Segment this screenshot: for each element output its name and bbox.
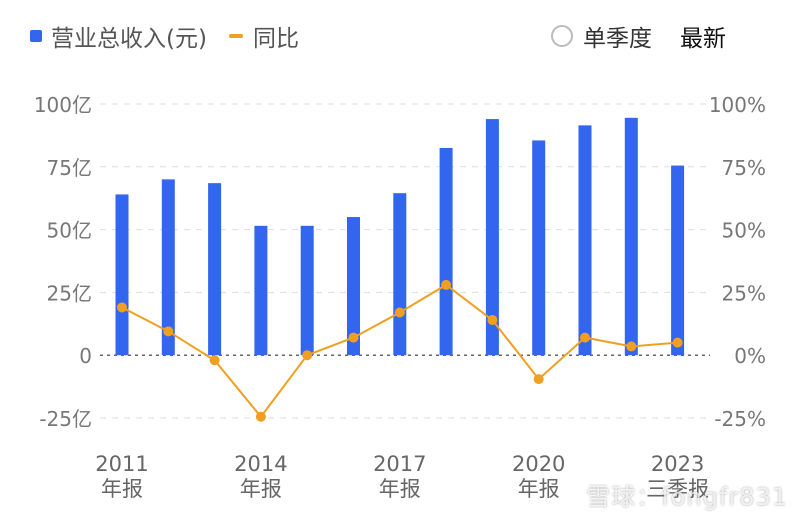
- x-tick-label-year: 2017: [373, 452, 426, 476]
- yoy-point: [626, 341, 637, 352]
- revenue-bar: [254, 225, 268, 356]
- legend-item-revenue[interactable]: 营业总收入(元): [30, 19, 207, 53]
- yoy-point: [255, 411, 266, 422]
- right-axis-tick-label: 25%: [722, 281, 766, 305]
- yoy-point: [580, 332, 590, 343]
- yoy-point: [163, 326, 174, 337]
- revenue-bar: [439, 147, 453, 356]
- revenue-bar: [161, 179, 175, 356]
- x-tick-label-year: 2020: [512, 452, 565, 476]
- revenue-bar: [578, 125, 592, 356]
- yoy-point: [533, 374, 544, 385]
- revenue-bar: [300, 225, 314, 356]
- left-axis-tick-label: 100亿: [34, 93, 92, 117]
- revenue-swatch-icon: [30, 30, 42, 42]
- revenue-bar: [347, 217, 360, 356]
- x-tick-label-period: 年报: [379, 477, 421, 501]
- legend-revenue-label: 营业总收入(元): [51, 26, 207, 52]
- right-axis-tick-label: 0%: [734, 344, 766, 368]
- left-axis-tick-label: 50亿: [47, 219, 92, 243]
- yoy-point: [348, 332, 359, 343]
- right-axis-tick-label: -25%: [714, 407, 766, 431]
- revenue-bar: [532, 140, 546, 356]
- revenue-bar: [671, 165, 685, 356]
- legend-yoy-label: 同比: [252, 26, 299, 52]
- watermark: 雪球：fongfr831: [586, 483, 788, 511]
- right-axis-tick-label: 100%: [709, 93, 766, 117]
- yoy-point: [441, 279, 452, 290]
- right-axis-tick-label: 75%: [722, 156, 766, 180]
- left-axis-tick-label: 75亿: [47, 156, 92, 180]
- yoy-point: [209, 355, 220, 366]
- x-tick-label-period: 年报: [518, 477, 560, 501]
- revenue-bar: [624, 117, 638, 356]
- latest-button[interactable]: 最新: [680, 26, 726, 52]
- yoy-swatch-icon: [228, 34, 243, 38]
- revenue-bar: [115, 194, 129, 356]
- x-tick-label-period: 年报: [240, 477, 282, 501]
- revenue-bar: [208, 183, 222, 356]
- x-tick-label-period: 年报: [101, 477, 143, 501]
- revenue-bar: [485, 119, 499, 356]
- period-controls: 单季度 最新: [551, 14, 726, 58]
- right-axis-tick-label: 50%: [722, 219, 766, 243]
- x-tick-label-year: 2014: [234, 452, 287, 476]
- x-tick-label-period: 三季报: [646, 477, 709, 501]
- chart-legend: 营业总收入(元) 同比: [30, 14, 321, 58]
- legend-item-yoy[interactable]: 同比: [228, 19, 299, 53]
- single-quarter-radio[interactable]: [551, 25, 573, 47]
- yoy-point: [394, 307, 405, 318]
- left-axis-tick-label: 0: [79, 344, 92, 368]
- x-tick-label-year: 2011: [95, 452, 148, 476]
- yoy-point: [302, 350, 313, 361]
- left-axis-tick-label: -25亿: [39, 407, 92, 431]
- left-axis-tick-label: 25亿: [47, 281, 92, 305]
- yoy-point: [487, 315, 498, 326]
- yoy-point: [672, 337, 683, 348]
- revenue-bar: [393, 193, 407, 356]
- x-tick-label-year: 2023: [651, 452, 704, 476]
- yoy-point: [117, 302, 127, 313]
- single-quarter-label[interactable]: 单季度: [583, 26, 652, 52]
